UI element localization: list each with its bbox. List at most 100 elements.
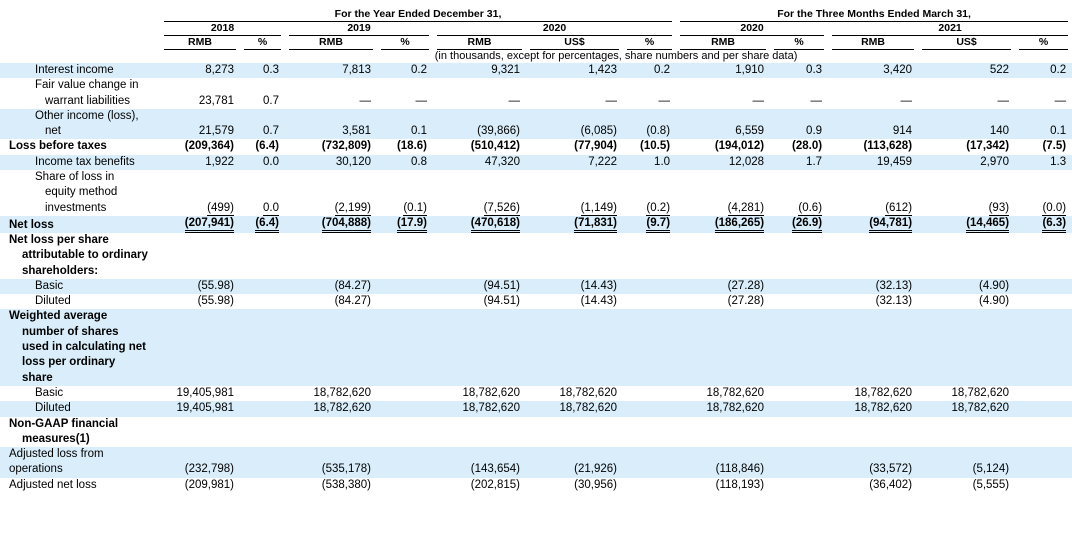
cell-value: 19,459: [876, 155, 913, 168]
table-cell: Basic: [0, 386, 160, 401]
cell-value: 6,559: [735, 125, 765, 138]
table-cell: [770, 478, 828, 493]
table-cell: [770, 294, 828, 309]
cell-value: 0.9: [806, 125, 823, 138]
cell-value: 0.2: [1050, 64, 1067, 76]
table-cell: (4.90): [918, 278, 1016, 295]
table-cell: [377, 386, 433, 401]
table-cell: RMB: [676, 36, 770, 50]
table-cell: [770, 278, 829, 295]
cell-value: (28.0): [792, 140, 823, 153]
table-cell: 8,273: [160, 63, 240, 79]
cell-value: 18,782,620: [706, 386, 765, 399]
cell-value: (33,572): [869, 463, 913, 476]
table-cell: 1,423: [526, 63, 623, 79]
table-cell: —: [770, 78, 828, 109]
cell-value: (232,798): [184, 463, 234, 476]
table-cell: [160, 309, 240, 386]
cell-value: (21,926): [574, 463, 617, 476]
cell-value: (194,012): [714, 140, 765, 153]
table-cell: 23,781: [160, 78, 240, 109]
table-row: Loss before taxes (209,364) (6.4) (732,809)…: [0, 139, 1072, 154]
table-cell: (6.3): [1015, 215, 1072, 233]
cell-value: 1.0: [654, 155, 671, 168]
table-cell: US$: [918, 36, 1015, 50]
cell-value: (0.6): [798, 201, 823, 216]
table-cell: [0, 8, 160, 22]
cell-value: 140: [989, 125, 1010, 138]
table-cell: 2021: [828, 22, 1072, 36]
table-cell: 7,222: [526, 154, 623, 171]
table-cell: (39,866): [433, 108, 526, 140]
table-cell: 18,782,620: [526, 401, 623, 417]
table-cell: 18,782,620: [433, 401, 526, 417]
table-cell: (55.98): [160, 294, 240, 309]
table-cell: 7,813: [285, 63, 377, 79]
table-cell: 18,782,620: [526, 386, 623, 401]
table-cell: [240, 417, 285, 448]
row-label: Diluted: [35, 402, 71, 415]
table-cell: [377, 233, 433, 279]
table-row: Net loss (207,941) (6.4) (704,888) (17.9) (47…: [0, 215, 1072, 233]
table-cell: RMB: [828, 36, 918, 50]
table-row: Income tax benefits 1,922 0.0 30,120 0.8 47,3…: [0, 154, 1072, 171]
cell-value: (84.27): [334, 295, 371, 308]
table-cell: [770, 386, 828, 401]
cell-value: (55.98): [197, 279, 234, 292]
cell-value: (209,981): [184, 478, 234, 491]
table-cell: Non-GAAP financial measures(1): [0, 417, 160, 448]
table-row: Adjusted net loss (209,981) (538,380) (202,…: [0, 478, 1072, 493]
table-cell: [770, 447, 829, 478]
table-cell: (612): [828, 170, 918, 216]
cell-value: 3,420: [883, 64, 913, 76]
cell-value: 18,782,620: [854, 402, 913, 415]
table-cell: (36,402): [828, 478, 918, 493]
cell-value: (207,941): [184, 217, 234, 233]
cell-value: (84.27): [334, 279, 371, 292]
units-note: (in thousands, except for percentages, s…: [434, 50, 798, 62]
cell-value: —: [508, 94, 521, 107]
table-cell: 140: [918, 108, 1016, 140]
table-cell: 6,559: [676, 108, 771, 140]
table-cell: 2020: [433, 22, 676, 36]
table-cell: [0, 22, 160, 36]
table-cell: [433, 309, 526, 386]
cell-value: (18.6): [396, 140, 427, 153]
table-cell: —: [377, 78, 433, 109]
cell-value: (6.4): [255, 140, 279, 153]
table-cell: 18,782,620: [285, 386, 377, 401]
cell-value: (14.43): [580, 279, 617, 292]
table-cell: [623, 233, 676, 279]
cell-value: 18,782,620: [313, 402, 371, 415]
table-cell: (84.27): [285, 294, 377, 309]
table-cell: (7,526): [433, 170, 526, 216]
cell-value: 522: [989, 64, 1010, 76]
table-cell: (113,628): [828, 139, 918, 154]
table-cell: 18,782,620: [676, 401, 771, 417]
cell-value: 0.7: [263, 94, 279, 107]
cell-value: (1,149): [580, 201, 617, 216]
cell-value: (0.8): [646, 125, 671, 138]
table-cell: [240, 309, 285, 386]
cell-value: 3,581: [342, 125, 371, 138]
table-cell: [285, 233, 377, 279]
cell-value: (0.2): [646, 201, 671, 216]
table-cell: (94.51): [433, 294, 526, 309]
cell-value: (94,781): [869, 217, 913, 233]
table-cell: (209,364): [160, 139, 240, 154]
row-label: Net loss: [9, 218, 54, 231]
cell-value: —: [1054, 94, 1067, 107]
cell-value: 0.0: [263, 201, 279, 216]
table-cell: 18,782,620: [676, 386, 770, 401]
table-cell: 19,405,981: [160, 401, 240, 417]
cell-value: 18,782,620: [951, 386, 1010, 399]
table-cell: 0.7: [240, 78, 285, 109]
cell-value: (93): [988, 201, 1010, 216]
year-header: 2018: [164, 22, 281, 36]
table-row: For the Year Ended December 31, For the T…: [0, 8, 1072, 22]
table-cell: Basic: [0, 278, 160, 295]
table-cell: (143,654): [433, 447, 526, 478]
cell-value: (510,412): [470, 140, 520, 153]
table-cell: (28.0): [770, 139, 828, 154]
table-cell: [1015, 294, 1072, 309]
